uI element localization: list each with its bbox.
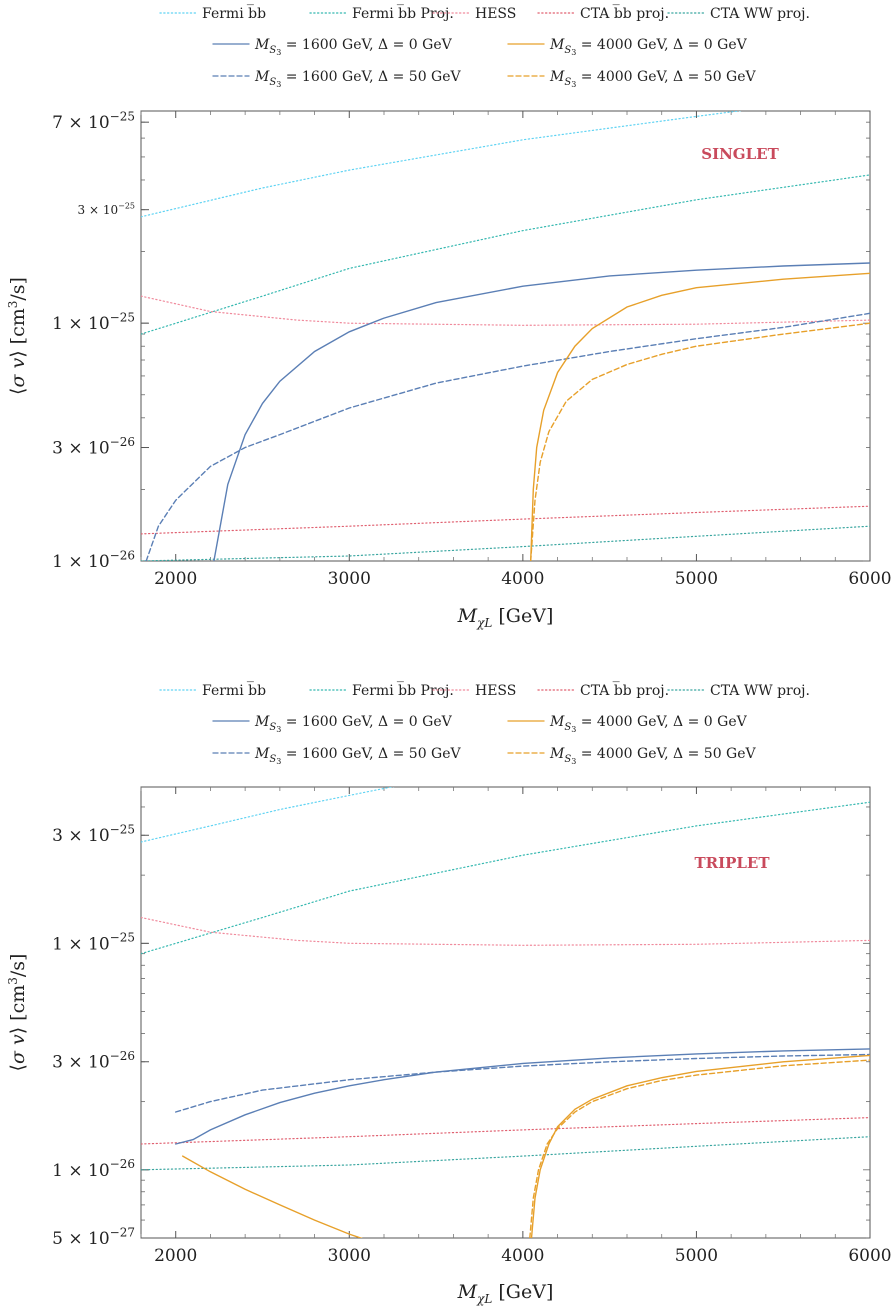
y-tick-label: 1 × 10−25 — [52, 310, 135, 334]
legend-label: CTA b̅b proj. — [580, 3, 669, 22]
legend-label: MS3 = 1600 GeV, Δ = 50 GeV — [254, 746, 462, 766]
y-tick-label: 3 × 10−26 — [52, 435, 135, 459]
series-line-m-s3-4000-gev-0-gev — [530, 272, 870, 561]
legend-label: MS3 = 1600 GeV, Δ = 0 GeV — [254, 714, 453, 734]
series-line-fermi-b-b-proj — [141, 174, 870, 335]
series-line-m-s3-1600-gev-0-gev — [174, 1048, 870, 1145]
series-line-hess — [141, 295, 870, 326]
legend-label: Fermi b̅b Proj. — [352, 3, 454, 22]
y-tick-label: 1 × 10−26 — [52, 1157, 135, 1181]
series-line-m-s3-1600-gev-50-gev — [174, 1053, 870, 1113]
legend-label: MS3 = 4000 GeV, Δ = 0 GeV — [549, 714, 748, 734]
series-line-m-s3-4000-gev-0-gev-upper-branch — [530, 1054, 870, 1238]
panel-annotation: TRIPLET — [694, 854, 770, 872]
legend-label: Fermi b̅b Proj. — [352, 680, 454, 699]
plot-frame — [140, 786, 871, 1239]
legend-label: CTA WW proj. — [710, 6, 810, 22]
series-line-cta-ww-proj — [141, 525, 870, 561]
x-tick-label: 6000 — [848, 569, 891, 589]
x-tick-label: 4000 — [501, 569, 544, 589]
y-axis-label: ⟨σ v⟩ [cm3/s] — [6, 954, 29, 1072]
x-axis-label: MχL [GeV] — [457, 1281, 554, 1306]
y-tick-label: 1 × 10−26 — [52, 548, 135, 572]
plot-frame — [140, 110, 871, 562]
legend-label: MS3 = 1600 GeV, Δ = 50 GeV — [254, 69, 462, 89]
x-tick-label: 3000 — [328, 569, 371, 589]
series-line-m-s3-1600-gev-50-gev — [145, 312, 870, 561]
x-axis-label: MχL [GeV] — [457, 605, 554, 630]
y-tick-label: 3 × 10−26 — [52, 1049, 135, 1073]
legend-label: MS3 = 1600 GeV, Δ = 0 GeV — [254, 37, 453, 57]
chart-panel-1: Fermi b̅b Fermi b̅b Proj. HESS CTA b̅b proj… — [6, 3, 892, 630]
x-tick-label: 5000 — [675, 1246, 718, 1266]
x-tick-label: 4000 — [501, 1246, 544, 1266]
series-line-cta-ww-proj — [141, 1136, 870, 1171]
series-group — [141, 787, 870, 1238]
legend-label: MS3 = 4000 GeV, Δ = 50 GeV — [549, 746, 757, 766]
legend-label: CTA b̅b proj. — [580, 680, 669, 699]
y-axis-label: ⟨σ v⟩ [cm3/s] — [6, 277, 29, 395]
series-line-hess — [141, 916, 870, 946]
series-line-fermi-b-b — [141, 787, 395, 843]
y-tick-label: 3 × 10−25 — [52, 823, 135, 847]
x-tick-label: 2000 — [154, 569, 197, 589]
series-line-cta-b-b-proj — [141, 505, 870, 535]
series-line-m-s3-4000-gev-50-gev — [529, 1059, 870, 1238]
x-tick-label: 5000 — [675, 569, 718, 589]
series-line-m-s3-4000-gev-50-gev — [530, 322, 870, 561]
x-tick-label: 6000 — [848, 1246, 891, 1266]
series-line-fermi-b-b-proj — [141, 801, 870, 955]
legend-label: CTA WW proj. — [710, 683, 810, 699]
y-tick-label: 3 × 10−25 — [78, 201, 135, 216]
x-tick-label: 3000 — [328, 1246, 371, 1266]
legend-label: HESS — [475, 6, 516, 22]
legend-label: Fermi b̅b — [202, 3, 266, 22]
panel-annotation: SINGLET — [701, 145, 779, 163]
legend-label: HESS — [475, 683, 516, 699]
series-group — [141, 111, 870, 561]
chart-panel-2: Fermi b̅b Fermi b̅b Proj. HESS CTA b̅b proj… — [6, 680, 892, 1306]
y-tick-label: 7 × 10−25 — [52, 109, 135, 133]
series-line-m-s3-4000-gev-0-gev — [181, 1155, 363, 1238]
series-line-m-s3-1600-gev-0-gev — [213, 262, 870, 561]
y-tick-label: 1 × 10−25 — [52, 931, 135, 955]
x-tick-label: 2000 — [154, 1246, 197, 1266]
y-tick-label: 5 × 10−27 — [52, 1225, 135, 1249]
series-line-fermi-b-b — [141, 111, 744, 218]
series-line-cta-b-b-proj — [141, 1116, 870, 1145]
legend-label: Fermi b̅b — [202, 680, 266, 699]
legend-label: MS3 = 4000 GeV, Δ = 50 GeV — [549, 69, 757, 89]
legend-label: MS3 = 4000 GeV, Δ = 0 GeV — [549, 37, 748, 57]
